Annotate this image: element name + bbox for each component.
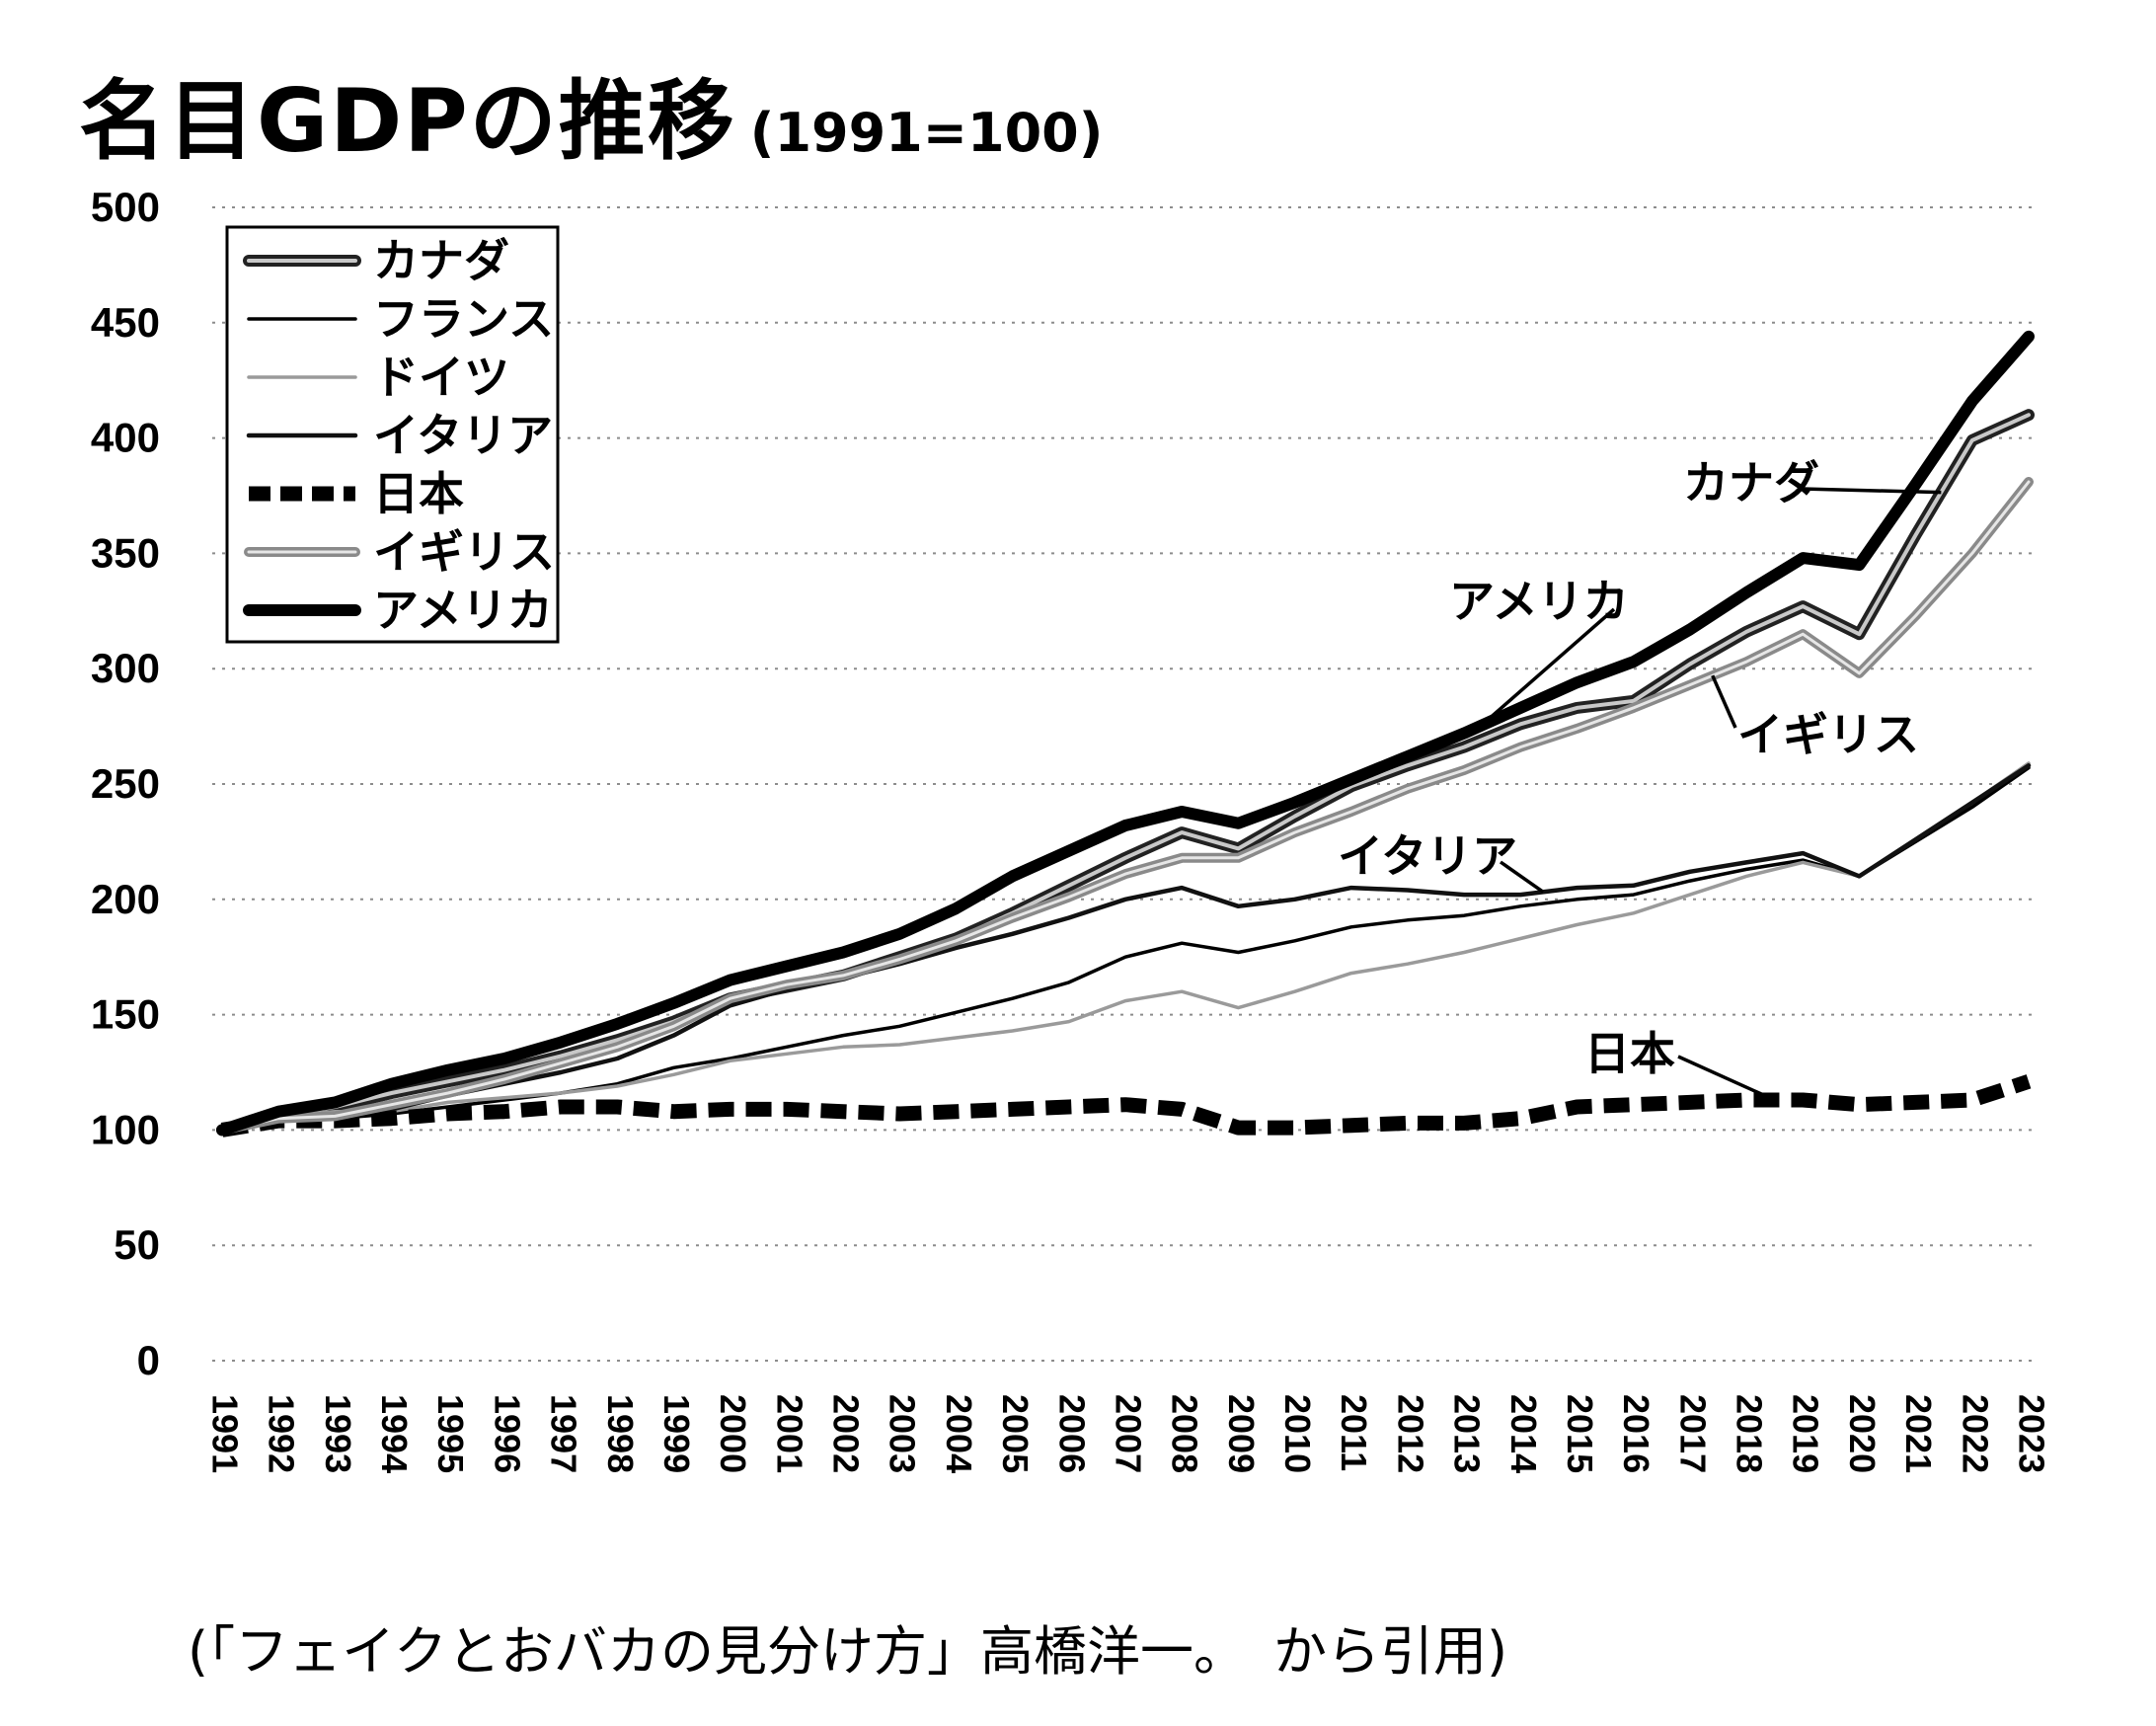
legend-entry-1: カナダ [243, 234, 509, 287]
x-tick-label-2018: 2018 [1730, 1394, 1770, 1473]
legend-label-5: 日本 [373, 467, 464, 520]
y-tick-label-300: 300 [91, 645, 160, 691]
series-1-line [216, 409, 2035, 1137]
x-tick-label-2021: 2021 [1898, 1394, 1939, 1473]
legend-label-7: アメリカ [373, 584, 553, 637]
y-tick-label-50: 50 [114, 1221, 160, 1268]
legend-label-4: イタリア [373, 409, 553, 462]
legend-label-1: カナダ [373, 234, 509, 287]
y-tick-label-350: 350 [91, 529, 160, 576]
series-6-line [217, 477, 2034, 1136]
x-tick-label-2007: 2007 [1108, 1394, 1148, 1473]
legend-label-2: フランス [373, 292, 554, 346]
annotation-label-2: アメリカ [1449, 575, 1629, 628]
series-4-stroke-1 [219, 763, 2032, 1133]
annotation-leader-3 [1711, 674, 1737, 729]
series-4-line [219, 763, 2032, 1133]
x-tick-label-2009: 2009 [1221, 1394, 1262, 1473]
x-axis: 1991 1992 1993 1994 1995 1996 1997 1998 1999 2000… [204, 1394, 2051, 1473]
x-tick-label-2013: 2013 [1447, 1394, 1488, 1473]
x-tick-label-2010: 2010 [1277, 1394, 1318, 1473]
annotation-leader-2 [1480, 607, 1616, 728]
series-3-line [220, 761, 2031, 1133]
x-tick-label-1993: 1993 [318, 1394, 358, 1473]
x-tick-label-1997: 1997 [544, 1394, 584, 1473]
annotation-label-5: 日本 [1584, 1027, 1675, 1080]
x-tick-label-2014: 2014 [1503, 1394, 1544, 1473]
x-tick-label-1994: 1994 [374, 1394, 415, 1473]
x-tick-label-2023: 2023 [2011, 1394, 2051, 1473]
series-7-stroke-1 [216, 330, 2035, 1137]
chart-title-block: 名目GDPの推移 (1991=100) [79, 51, 1103, 177]
x-tick-label-1998: 1998 [600, 1394, 641, 1473]
x-tick-label-2006: 2006 [1051, 1394, 1092, 1473]
x-tick-label-2017: 2017 [1672, 1394, 1713, 1473]
x-tick-label-2008: 2008 [1165, 1394, 1205, 1473]
y-tick-label-150: 150 [91, 991, 160, 1038]
series-5-stroke-1 [220, 1074, 2032, 1138]
x-tick-label-2016: 2016 [1616, 1394, 1656, 1473]
series-7-line [216, 330, 2035, 1137]
source-caption: (「フェイクとおバカの見分け方」高橋洋一。 から引用) [188, 1620, 1508, 1683]
y-axis: 0 50 100 150 200 250 300 350 400 450 500 [91, 184, 160, 1383]
y-tick-label-100: 100 [91, 1106, 160, 1152]
legend-entry-3: ドイツ [247, 351, 509, 404]
y-tick-label-450: 450 [91, 299, 160, 346]
annotation-label-3: イギリス [1737, 708, 1919, 761]
x-tick-label-1995: 1995 [430, 1394, 471, 1473]
series-1-stroke-2 [220, 413, 2031, 1133]
x-tick-label-2019: 2019 [1786, 1394, 1826, 1473]
legend-entry-4: イタリア [246, 409, 553, 462]
y-tick-label-0: 0 [137, 1337, 160, 1383]
legend-entry-7: アメリカ [243, 584, 553, 637]
y-tick-label-200: 200 [91, 876, 160, 922]
series-6-stroke-2 [220, 480, 2031, 1132]
legend-entry-6: イギリス [244, 525, 555, 579]
legend-entry-2: フランス [247, 292, 554, 346]
legend-label-3: ドイツ [373, 351, 509, 404]
x-tick-label-2001: 2001 [769, 1394, 809, 1473]
series-lines [216, 330, 2035, 1138]
x-tick-label-1999: 1999 [656, 1394, 697, 1473]
legend-label-6: イギリス [373, 525, 555, 579]
x-tick-label-2004: 2004 [939, 1394, 979, 1473]
x-tick-label-1996: 1996 [487, 1394, 527, 1473]
x-tick-label-2020: 2020 [1842, 1394, 1883, 1473]
y-tick-label-250: 250 [91, 760, 160, 807]
annotation-label-1: カナダ [1683, 456, 1819, 510]
annotation-leader-4 [1499, 860, 1545, 894]
x-tick-label-2000: 2000 [713, 1394, 753, 1473]
y-tick-label-500: 500 [91, 184, 160, 230]
x-tick-label-2002: 2002 [826, 1394, 867, 1473]
legend-entry-5: 日本 [249, 467, 464, 520]
x-tick-label-2011: 2011 [1334, 1394, 1374, 1471]
x-tick-label-2022: 2022 [1955, 1394, 1995, 1473]
x-tick-label-2012: 2012 [1390, 1394, 1430, 1473]
annotation-leader-1 [1801, 487, 1942, 495]
x-tick-label-1991: 1991 [204, 1394, 245, 1473]
y-tick-label-400: 400 [91, 415, 160, 461]
chart-subtitle: (1991=100) [749, 102, 1104, 164]
series-5-line [220, 1074, 2032, 1138]
x-tick-label-2015: 2015 [1560, 1394, 1600, 1473]
x-tick-label-2005: 2005 [995, 1394, 1036, 1473]
chart-title: 名目GDPの推移 [79, 70, 736, 172]
annotation-leader-5 [1677, 1055, 1776, 1102]
x-tick-label-1992: 1992 [262, 1394, 302, 1473]
series-3-stroke-1 [220, 761, 2031, 1133]
x-tick-label-2003: 2003 [883, 1394, 923, 1473]
annotation-label-4: イタリア [1338, 829, 1517, 883]
